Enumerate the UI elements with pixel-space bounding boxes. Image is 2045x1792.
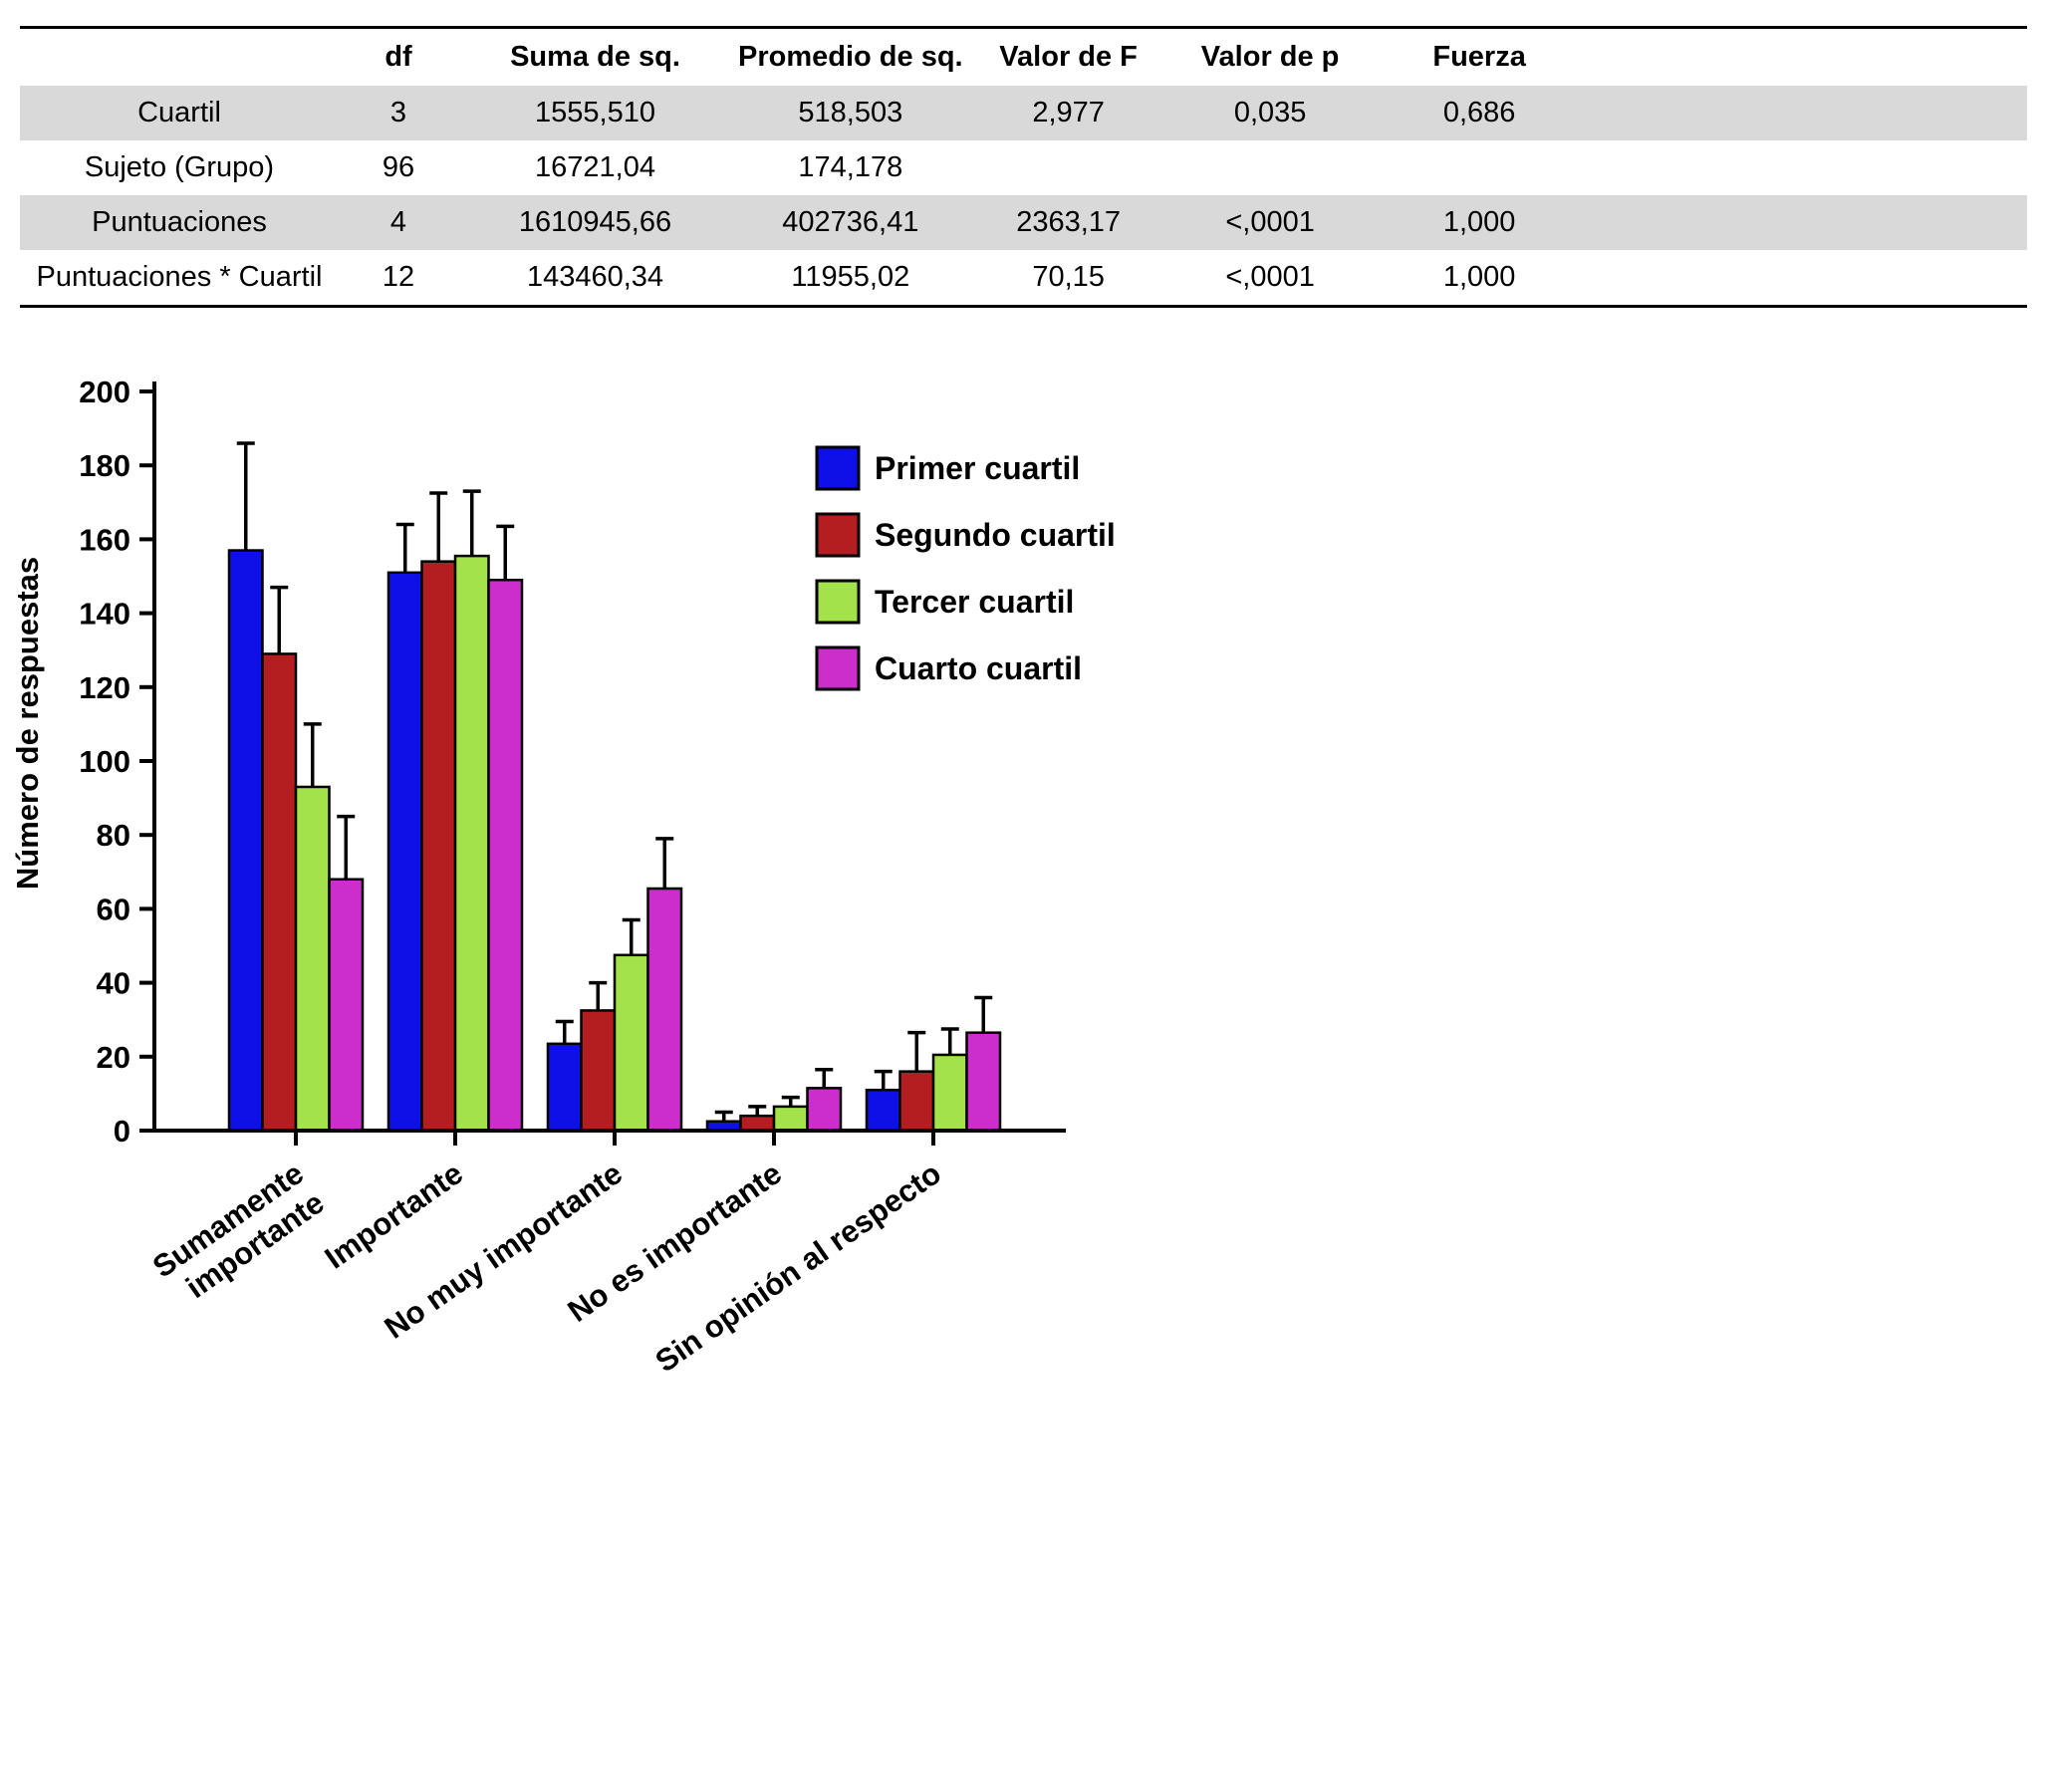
table-cell: 96 (382, 151, 415, 183)
y-tick-label: 120 (79, 670, 130, 705)
col-header: Valor de F (999, 41, 1138, 73)
filler-header (1587, 28, 2027, 87)
table-cell: 2,977 (1032, 97, 1105, 128)
bar (931, 1053, 968, 1133)
filler-cell (1587, 250, 2027, 307)
table-cell: 1610945,66 (518, 206, 672, 238)
table-cell: 2363,17 (1016, 206, 1122, 238)
filler-cell (1587, 86, 2027, 140)
y-tick-label: 40 (97, 966, 130, 1001)
y-tick-label: 100 (79, 744, 130, 779)
table-row: Puntuaciones 4 1610945,66 402736,41 2363,17 <… (20, 195, 2027, 250)
table-cell: 11955,02 (791, 261, 910, 293)
filler-cell (1587, 140, 2027, 195)
category-label: Sumamenteimportante (146, 1155, 331, 1314)
bar (546, 1042, 583, 1133)
y-axis-title: Número de respuestas (10, 557, 45, 890)
row-label: Puntuaciones (92, 206, 267, 238)
y-tick-label: 180 (79, 448, 130, 483)
table-cell: 70,15 (1032, 261, 1105, 293)
table-cell: 12 (382, 261, 415, 293)
bar (328, 878, 365, 1133)
bar (294, 785, 331, 1133)
table-cell (1168, 140, 1373, 195)
table-cell: 3 (389, 97, 407, 128)
table-cell (1373, 140, 1587, 195)
table-header-row: df Suma de sq. Promedio de sq. Valor de F Va… (20, 28, 2027, 87)
legend-label: Tercer cuartil (875, 584, 1074, 620)
col-header: Suma de sq. (510, 41, 680, 73)
table-cell: 4 (389, 206, 407, 238)
legend-label: Segundo cuartil (875, 517, 1116, 553)
table-cell: 402736,41 (782, 206, 919, 238)
bar (613, 953, 649, 1133)
legend-label: Primer cuartil (875, 450, 1080, 486)
row-label: Cuartil (137, 97, 221, 128)
table-cell: 143460,34 (526, 261, 664, 293)
category-label-line: Importante (319, 1155, 469, 1276)
bar (772, 1105, 809, 1133)
table-cell: <,0001 (1225, 261, 1315, 293)
table-cell: 1555,510 (535, 97, 655, 128)
anova-table-section: df Suma de sq. Promedio de sq. Valor de F Va… (20, 26, 2027, 308)
table-row: Sujeto (Grupo) 96 16721,04 174,178 (20, 140, 2027, 195)
table-cell: 0,686 (1442, 97, 1516, 128)
y-tick-label: 20 (97, 1040, 130, 1075)
category-label: Importante (319, 1155, 469, 1276)
bar (386, 571, 423, 1133)
row-label-header (20, 28, 339, 87)
y-tick-label: 80 (97, 818, 130, 853)
col-header: df (384, 41, 412, 73)
table-cell: 174,178 (798, 151, 903, 183)
table-body: Cuartil 3 1555,510 518,503 2,977 0,035 0,686 Su… (20, 86, 2027, 307)
bar (898, 1070, 935, 1133)
table-cell: <,0001 (1225, 206, 1315, 238)
table-cell: 1,000 (1442, 206, 1516, 238)
row-label: Puntuaciones * Cuartil (36, 261, 323, 293)
bar (646, 887, 683, 1133)
bar (261, 652, 298, 1133)
col-header: Promedio de sq. (738, 41, 963, 73)
legend-swatch (815, 512, 861, 558)
row-label: Sujeto (Grupo) (84, 151, 275, 183)
table-cell (969, 140, 1168, 195)
bar (453, 554, 490, 1133)
table-cell: 0,035 (1233, 97, 1307, 128)
table-row: Puntuaciones * Cuartil 12 143460,34 11955,0… (20, 250, 2027, 307)
bar (420, 560, 457, 1133)
legend-swatch (815, 645, 861, 691)
bar (487, 578, 524, 1133)
bar (227, 549, 264, 1133)
category-label-line: Sin opinión al respecto (649, 1155, 947, 1379)
col-header: Valor de p (1200, 41, 1340, 73)
y-tick-label: 160 (79, 522, 130, 557)
category-label: Sin opinión al respecto (649, 1155, 947, 1379)
legend-swatch (815, 579, 861, 625)
table-cell: 1,000 (1442, 261, 1516, 293)
bar (806, 1087, 843, 1133)
y-tick-label: 0 (114, 1114, 130, 1149)
bar (580, 1009, 617, 1133)
bar (965, 1031, 1002, 1133)
legend-label: Cuarto cuartil (875, 650, 1082, 686)
anova-table: df Suma de sq. Promedio de sq. Valor de F Va… (20, 26, 2027, 308)
bar (865, 1088, 901, 1133)
chart-section: 0 20 40 60 80 100 120 140 160 180 200 Sumamenteimpo… (0, 349, 1195, 1444)
filler-cell (1587, 195, 2027, 250)
bar (739, 1114, 776, 1133)
y-tick-label: 140 (79, 597, 130, 632)
table-cell: 518,503 (798, 97, 903, 128)
y-tick-label: 60 (97, 892, 130, 926)
table-cell: 16721,04 (535, 151, 655, 183)
y-tick-label: 200 (79, 375, 130, 409)
legend-swatch (815, 445, 861, 491)
col-header: Fuerza (1432, 41, 1526, 73)
bar-chart: 0 20 40 60 80 100 120 140 160 180 200 Sumamenteimpo… (10, 375, 1116, 1379)
table-row: Cuartil 3 1555,510 518,503 2,977 0,035 0,686 (20, 86, 2027, 140)
